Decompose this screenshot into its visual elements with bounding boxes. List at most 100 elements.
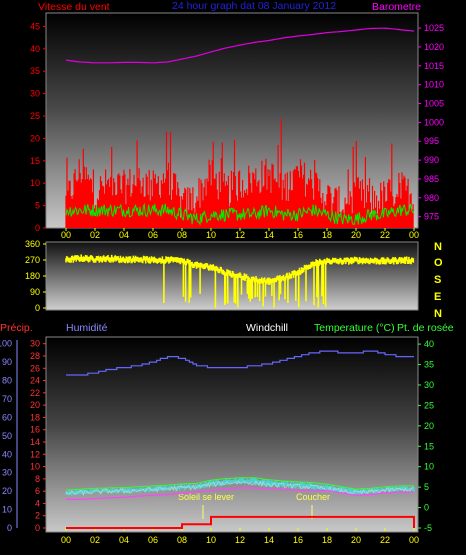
precip-y-tick-label: 28 — [30, 351, 40, 361]
humidity-y-tick-label: 10 — [2, 505, 12, 515]
wind-y-tick-label: 30 — [30, 89, 40, 99]
baro-y-tick-label: 1005 — [424, 99, 444, 109]
temp-x-tick-label: 20 — [351, 535, 361, 545]
data-marks — [65, 27, 415, 529]
temp-x-tick-label: 16 — [293, 535, 303, 545]
wind-y-tick-label: 25 — [30, 111, 40, 121]
precip-series — [66, 515, 415, 529]
wind-y-tick-label: 45 — [30, 21, 40, 31]
precip-title: Précip. — [0, 322, 33, 334]
wind-x-tick-label: 12 — [235, 230, 245, 240]
wind-x-tick-label: 16 — [293, 230, 303, 240]
humidity-y-tick-label: 70 — [2, 394, 12, 404]
precip-y-tick-label: 2 — [35, 511, 40, 521]
precip-y-tick-label: 18 — [30, 412, 40, 422]
baro-y-tick-label: 990 — [424, 155, 439, 165]
compass-e: E — [434, 291, 441, 303]
gust-series — [65, 202, 415, 226]
dir-y-tick-label: 180 — [25, 271, 40, 281]
temp-y-tick-label: 35 — [424, 360, 434, 370]
sunrise-label: Soleil se lever — [178, 492, 234, 502]
baro-y-tick-label: 975 — [424, 212, 439, 222]
temp-x-tick-label: 00 — [409, 535, 419, 545]
humidity-y-tick-label: 30 — [2, 468, 12, 478]
wind-y-tick-label: 40 — [30, 44, 40, 54]
temp-y-tick-label: 10 — [424, 462, 434, 472]
humidity-y-tick-label: 60 — [2, 412, 12, 422]
windchill-title: Windchill — [246, 322, 288, 334]
direction-series — [65, 254, 415, 308]
temp-x-tick-label: 00 — [61, 535, 71, 545]
dir-y-tick-label: 270 — [25, 255, 40, 265]
dir-y-tick-label: 360 — [25, 239, 40, 249]
barometer-series — [65, 27, 415, 64]
wind-x-tick-label: 04 — [119, 230, 129, 240]
baro-y-tick-label: 1025 — [424, 23, 444, 33]
wind-title: Vitesse du vent — [38, 1, 110, 13]
dir-y-tick-label: 90 — [30, 287, 40, 297]
temp-y-tick-label: 40 — [424, 339, 434, 349]
precip-y-tick-label: 4 — [35, 498, 40, 508]
compass-o: O — [434, 257, 443, 269]
baro-y-tick-label: 1010 — [424, 80, 444, 90]
precip-y-tick-label: 16 — [30, 425, 40, 435]
compass-n-bottom: N — [434, 308, 442, 320]
precip-y-tick-label: 30 — [30, 339, 40, 349]
dir-y-tick-label: 0 — [35, 303, 40, 313]
wind-x-tick-label: 14 — [264, 230, 274, 240]
temp-x-tick-label: 22 — [380, 535, 390, 545]
precip-y-tick-label: 6 — [35, 486, 40, 496]
baro-y-tick-label: 1015 — [424, 61, 444, 71]
temp-y-tick-label: 5 — [424, 482, 429, 492]
humidity-y-tick-label: 40 — [2, 449, 12, 459]
precip-y-tick-label: 8 — [35, 474, 40, 484]
temp-x-tick-label: 02 — [90, 535, 100, 545]
wind-x-tick-label: 02 — [90, 230, 100, 240]
wind-y-tick-label: 35 — [30, 66, 40, 76]
baro-y-tick-label: 1000 — [424, 117, 444, 127]
axes: 0510152025303540459759809859909951000100… — [0, 21, 444, 545]
temp-x-tick-label: 18 — [322, 535, 332, 545]
temp-x-tick-label: 12 — [235, 535, 245, 545]
temp-y-tick-label: 25 — [424, 400, 434, 410]
wind-x-tick-label: 20 — [351, 230, 361, 240]
humidity-y-tick-label: 80 — [2, 376, 12, 386]
barometer-title: Barometre — [372, 1, 421, 13]
temp-y-tick-label: 30 — [424, 380, 434, 390]
humidity-y-tick-label: 20 — [2, 486, 12, 496]
dewpoint-title: Pt. de rosée — [397, 322, 454, 334]
temp-x-tick-label: 08 — [177, 535, 187, 545]
humidity-title: Humidité — [66, 322, 108, 334]
wind-y-tick-label: 15 — [30, 156, 40, 166]
wind-x-tick-label: 00 — [409, 230, 419, 240]
temp-y-tick-label: 15 — [424, 441, 434, 451]
humidity-y-tick-label: 0 — [7, 523, 12, 533]
wind-y-tick-label: 5 — [35, 201, 40, 211]
wind-x-tick-label: 08 — [177, 230, 187, 240]
temp-plot-area — [45, 336, 419, 533]
baro-y-tick-label: 995 — [424, 136, 439, 146]
baro-y-tick-label: 980 — [424, 193, 439, 203]
wind-y-tick-label: 0 — [35, 223, 40, 233]
precip-y-tick-label: 14 — [30, 437, 40, 447]
temp-y-tick-label: 0 — [424, 503, 429, 513]
precip-y-tick-label: 0 — [35, 523, 40, 533]
wind-x-tick-label: 06 — [148, 230, 158, 240]
date-title: 24 hour graph dat 08 January 2012 — [172, 0, 336, 12]
precip-y-tick-label: 24 — [30, 376, 40, 386]
precip-y-tick-label: 20 — [30, 400, 40, 410]
wind-x-tick-label: 00 — [61, 230, 71, 240]
precip-y-tick-label: 12 — [30, 449, 40, 459]
sunset-label: Coucher — [296, 492, 330, 502]
humidity-y-tick-label: 100 — [0, 339, 12, 349]
precip-y-tick-label: 10 — [30, 462, 40, 472]
humidity-y-tick-label: 50 — [2, 431, 12, 441]
compass-s: S — [434, 274, 441, 286]
precip-y-tick-label: 22 — [30, 388, 40, 398]
wind-y-tick-label: 20 — [30, 133, 40, 143]
temp-y-tick-label: -5 — [424, 523, 432, 533]
humidity-y-tick-label: 90 — [2, 357, 12, 367]
humidity-series — [66, 350, 414, 376]
windchill-series — [65, 480, 413, 497]
